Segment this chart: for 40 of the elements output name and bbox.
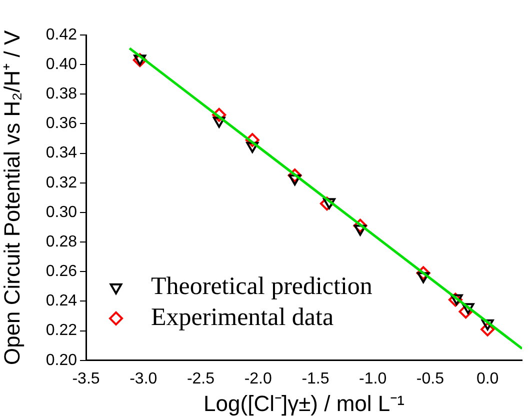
point [458, 304, 473, 319]
point [288, 174, 302, 186]
x-tick-label: -2.5 [186, 370, 215, 388]
x-tick-label: -3.0 [130, 370, 158, 388]
legend-label: Theoretical prediction [151, 272, 373, 300]
point [288, 168, 302, 183]
point [323, 198, 336, 210]
point [417, 272, 430, 284]
y-tick-label: 0.28 [46, 233, 78, 250]
y-tick-label: 0.36 [46, 115, 78, 132]
point [416, 266, 430, 280]
point [480, 322, 495, 336]
x-tick-label: -1.5 [302, 370, 330, 388]
x-tick-label: 0.0 [476, 370, 499, 388]
point [246, 142, 259, 153]
point [212, 108, 226, 122]
y-tick-label: 0.22 [46, 322, 78, 340]
point [212, 116, 226, 128]
point [354, 224, 366, 236]
point [462, 303, 474, 314]
x-tick-label: -1.0 [359, 370, 387, 388]
y-tick-label: 0.30 [46, 204, 78, 221]
y-tick-label: 0.26 [46, 263, 78, 280]
x-axis-title: Log([Cl⁻]γ±) / mol L⁻¹ [204, 390, 404, 416]
point [353, 218, 368, 233]
y-tick-label: 0.38 [46, 86, 78, 103]
point [245, 133, 260, 148]
y-tick-label: 0.24 [46, 292, 78, 310]
point [481, 319, 494, 330]
y-tick-label: 0.34 [46, 144, 78, 162]
x-tick-label: -2.0 [244, 370, 272, 388]
y-axis-title: Open Circuit Potential vs H₂/H⁺ / V [0, 30, 24, 366]
y-tick-label: 0.32 [46, 174, 78, 192]
legend-label: Experimental data [151, 304, 334, 331]
point [320, 196, 334, 211]
y-tick-label: 0.40 [46, 56, 78, 73]
y-tick-label: 0.20 [46, 352, 78, 369]
x-tick-label: -0.5 [416, 370, 444, 388]
y-tick-label: 0.42 [46, 26, 78, 44]
x-tick-label: -3.5 [72, 370, 100, 388]
